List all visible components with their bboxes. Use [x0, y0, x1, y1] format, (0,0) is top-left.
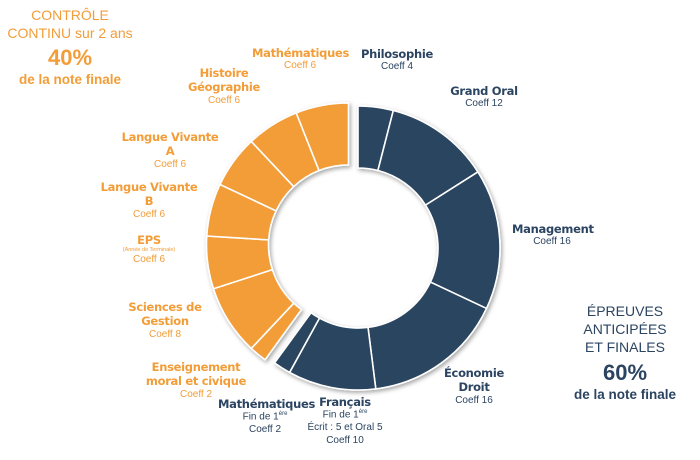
summary-left-percent: 40%: [47, 45, 93, 71]
label-title: Sciences de: [128, 300, 202, 314]
label-economie-droit: Économie Droit Coeff 16: [438, 366, 510, 407]
label-title: moral et civique: [145, 374, 247, 389]
summary-right-percent: 60%: [602, 359, 648, 385]
label-enseignement-moral-civique: Enseignement moral et civique Coeff 2: [144, 360, 248, 401]
label-coeff: Coeff 10: [326, 434, 364, 446]
label-coeff: Coeff 16: [455, 394, 493, 406]
label-title: Grand Oral: [450, 84, 518, 98]
label-management: Management Coeff 16: [512, 222, 594, 249]
label-philosophie: Philosophie Coeff 4: [355, 47, 439, 74]
label-title: Histoire: [199, 66, 249, 80]
label-title: Mathématiques: [252, 46, 350, 60]
label-coeff: Coeff 6: [132, 208, 166, 220]
label-coeff: Coeff 16: [533, 236, 571, 248]
label-title: Philosophie: [360, 47, 433, 61]
label-histoire-geographie: Histoire Géographie Coeff 6: [186, 66, 262, 107]
summary-epreuves-finales: ÉPREUVES ANTICIPÉES ET FINALES 60% de la…: [560, 302, 690, 402]
label-coeff: Coeff 6: [207, 94, 241, 106]
slice-mathematiques-0: [273, 311, 321, 374]
label-coeff: Coeff 8: [148, 328, 182, 340]
label-note: Écrit : 5 et Oral 5: [307, 422, 383, 434]
label-title: Gestion: [141, 314, 189, 329]
summary-right-footer: de la note finale: [573, 386, 677, 402]
summary-right-line1: ÉPREUVES: [586, 303, 664, 319]
label-title: EPS: [137, 233, 161, 247]
slice-group-1: [205, 102, 350, 361]
slice-group-0: [273, 105, 501, 391]
label-coeff: Coeff 6: [283, 60, 317, 72]
label-coeff: Coeff 4: [380, 61, 414, 73]
summary-left-line1: CONTRÔLE: [31, 7, 109, 23]
label-title: Droit: [458, 380, 490, 395]
label-note-sup: ère: [278, 411, 288, 418]
summary-left-footer: de la note finale: [18, 72, 122, 88]
summary-left-line2: CONTINU sur 2 ans: [7, 25, 133, 42]
label-mathematiques-finale: Mathématiques Fin de 1ère Coeff 2: [218, 397, 316, 437]
label-note: (Année de Terminale): [122, 247, 176, 254]
label-sciences-de-gestion: Sciences de Gestion Coeff 8: [120, 300, 210, 341]
label-title: Mathématiques: [218, 397, 316, 411]
label-note: Fin de 1ère: [300, 409, 390, 422]
label-title: Français: [319, 395, 371, 409]
label-title: Langue Vivante B: [100, 180, 198, 209]
label-title: Enseignement: [151, 360, 241, 374]
label-note: Fin de 1ère: [218, 411, 312, 424]
label-eps: EPS (Année de Terminale) Coeff 6: [109, 233, 189, 267]
label-title: Management: [512, 222, 594, 236]
label-note-text: Fin de 1: [322, 409, 359, 421]
label-langue-vivante-a: Langue Vivante A Coeff 6: [117, 130, 223, 171]
summary-controle-continu: CONTRÔLE CONTINU sur 2 ans 40% de la not…: [0, 6, 140, 87]
label-langue-vivante-b: Langue Vivante B Coeff 6: [96, 180, 202, 221]
label-note-sup: ère: [358, 409, 368, 416]
label-coeff: Coeff 12: [465, 98, 503, 110]
summary-right-line3: ET FINALES: [585, 339, 665, 356]
label-note-text: Fin de 1: [242, 411, 279, 423]
slice-mathematiques-1: [295, 102, 350, 172]
label-coeff: Coeff 2: [179, 388, 213, 400]
label-coeff: Coeff 6: [132, 254, 166, 266]
label-title: Géographie: [188, 80, 260, 95]
label-coeff: Coeff 2: [248, 424, 282, 436]
label-grand-oral: Grand Oral Coeff 12: [446, 84, 522, 111]
label-francais: Français Fin de 1ère Écrit : 5 et Oral 5…: [300, 395, 390, 447]
label-mathematiques-cc: Mathématiques Coeff 6: [252, 46, 350, 73]
summary-right-line2: ANTICIPÉES: [583, 321, 667, 338]
label-coeff: Coeff 6: [153, 158, 187, 170]
label-title: Économie: [444, 366, 504, 380]
label-title: Langue Vivante A: [121, 130, 219, 159]
